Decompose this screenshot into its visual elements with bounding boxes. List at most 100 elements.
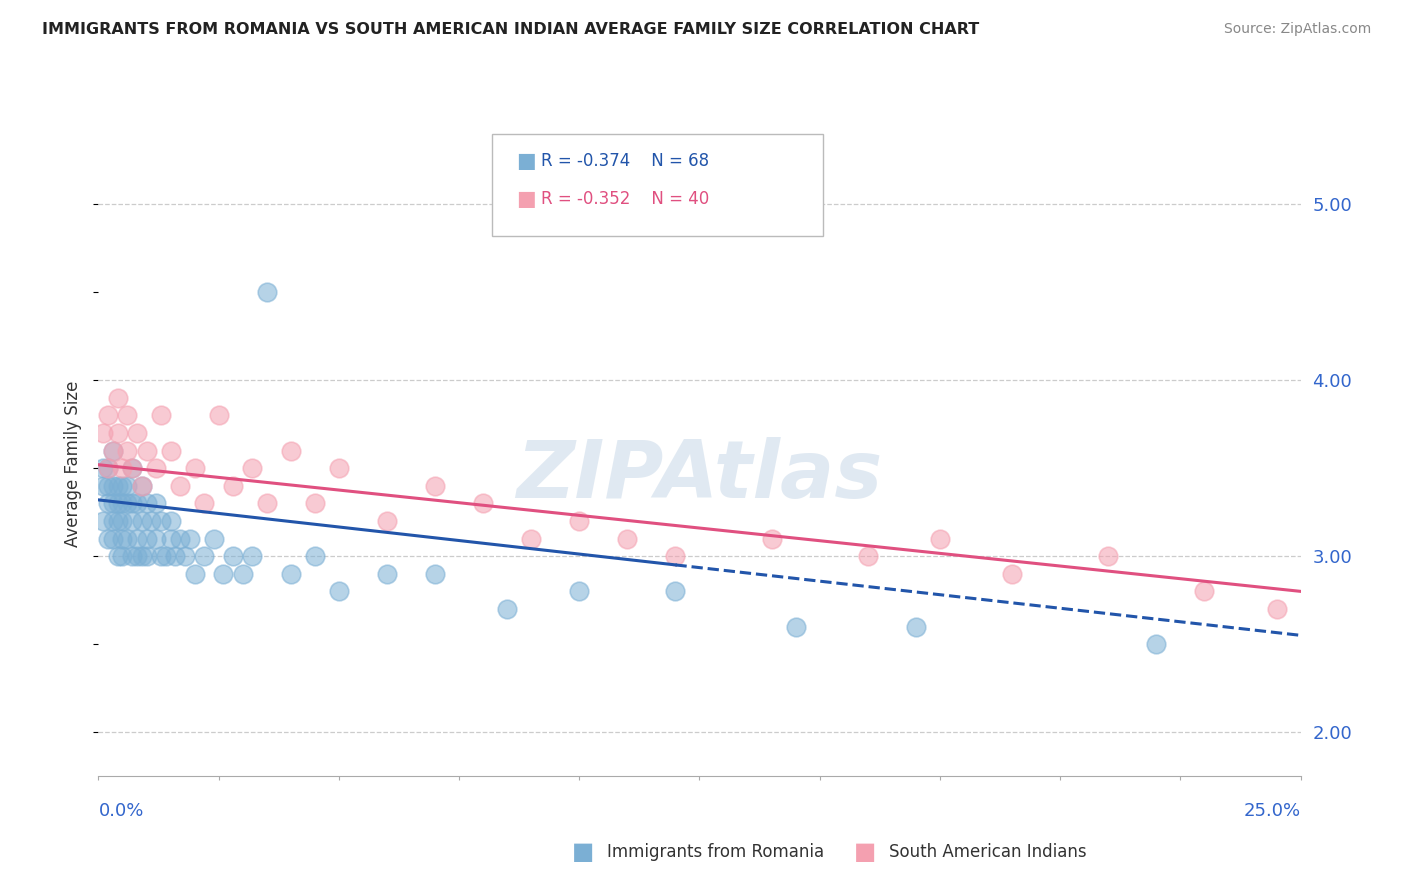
Point — [111, 532, 134, 546]
Point — [208, 409, 231, 423]
Text: South American Indians: South American Indians — [889, 843, 1087, 861]
Text: R = -0.374    N = 68: R = -0.374 N = 68 — [541, 152, 710, 169]
Point — [107, 496, 129, 510]
Point — [785, 619, 807, 633]
Point — [135, 549, 157, 564]
Point — [97, 479, 120, 493]
Point — [125, 496, 148, 510]
Point — [240, 549, 263, 564]
Point — [280, 443, 302, 458]
Point — [101, 479, 124, 493]
Point — [131, 479, 153, 493]
Point — [179, 532, 201, 546]
Point — [520, 532, 543, 546]
Point — [159, 443, 181, 458]
Point — [121, 496, 143, 510]
Point — [193, 549, 215, 564]
Point — [117, 479, 139, 493]
Point — [97, 532, 120, 546]
Point — [101, 514, 124, 528]
Point — [375, 566, 398, 581]
Point — [135, 532, 157, 546]
Point — [125, 549, 148, 564]
Point — [159, 532, 181, 546]
Point — [111, 479, 134, 493]
Point — [117, 532, 139, 546]
Point — [97, 496, 120, 510]
Point — [202, 532, 225, 546]
Text: ZIPAtlas: ZIPAtlas — [516, 437, 883, 516]
Point — [1001, 566, 1024, 581]
Point — [375, 514, 398, 528]
Point — [1097, 549, 1119, 564]
Point — [280, 566, 302, 581]
Point — [149, 514, 172, 528]
Point — [121, 461, 143, 475]
Point — [111, 514, 134, 528]
Text: Source: ZipAtlas.com: Source: ZipAtlas.com — [1223, 22, 1371, 37]
Point — [101, 496, 124, 510]
Point — [107, 425, 129, 440]
Point — [304, 549, 326, 564]
Point — [107, 391, 129, 405]
Point — [304, 496, 326, 510]
Point — [91, 479, 114, 493]
Point — [91, 514, 114, 528]
Point — [131, 549, 153, 564]
Point — [111, 496, 134, 510]
Point — [169, 532, 191, 546]
Point — [212, 566, 235, 581]
Point — [904, 619, 927, 633]
Point — [91, 425, 114, 440]
Point — [131, 514, 153, 528]
Point — [616, 532, 638, 546]
Point — [131, 479, 153, 493]
Point — [117, 443, 139, 458]
Point — [91, 461, 114, 475]
Point — [141, 514, 163, 528]
Point — [145, 496, 167, 510]
Point — [149, 409, 172, 423]
Point — [256, 496, 278, 510]
Point — [169, 479, 191, 493]
Text: ■: ■ — [516, 151, 536, 170]
Point — [97, 409, 120, 423]
Point — [159, 514, 181, 528]
Point — [1194, 584, 1216, 599]
Point — [107, 514, 129, 528]
Point — [496, 602, 519, 616]
Point — [193, 496, 215, 510]
Point — [117, 496, 139, 510]
Point — [1144, 637, 1167, 651]
Point — [183, 461, 205, 475]
Point — [222, 479, 245, 493]
Point — [856, 549, 879, 564]
Point — [149, 549, 172, 564]
Point — [125, 425, 148, 440]
Point — [97, 461, 120, 475]
Point — [135, 443, 157, 458]
Point — [101, 443, 124, 458]
Point — [107, 549, 129, 564]
Point — [121, 549, 143, 564]
Y-axis label: Average Family Size: Average Family Size — [65, 381, 83, 547]
Point — [472, 496, 495, 510]
Text: ■: ■ — [853, 840, 876, 863]
Point — [664, 584, 686, 599]
Point — [928, 532, 950, 546]
Point — [328, 584, 350, 599]
Point — [125, 532, 148, 546]
Text: 0.0%: 0.0% — [98, 802, 143, 820]
Point — [761, 532, 783, 546]
Point — [101, 443, 124, 458]
Point — [232, 566, 254, 581]
Text: IMMIGRANTS FROM ROMANIA VS SOUTH AMERICAN INDIAN AVERAGE FAMILY SIZE CORRELATION: IMMIGRANTS FROM ROMANIA VS SOUTH AMERICA… — [42, 22, 980, 37]
Point — [165, 549, 187, 564]
Text: ■: ■ — [572, 840, 595, 863]
Point — [183, 566, 205, 581]
Point — [121, 514, 143, 528]
Point — [145, 461, 167, 475]
Point — [111, 549, 134, 564]
Point — [423, 479, 446, 493]
Text: 25.0%: 25.0% — [1243, 802, 1301, 820]
